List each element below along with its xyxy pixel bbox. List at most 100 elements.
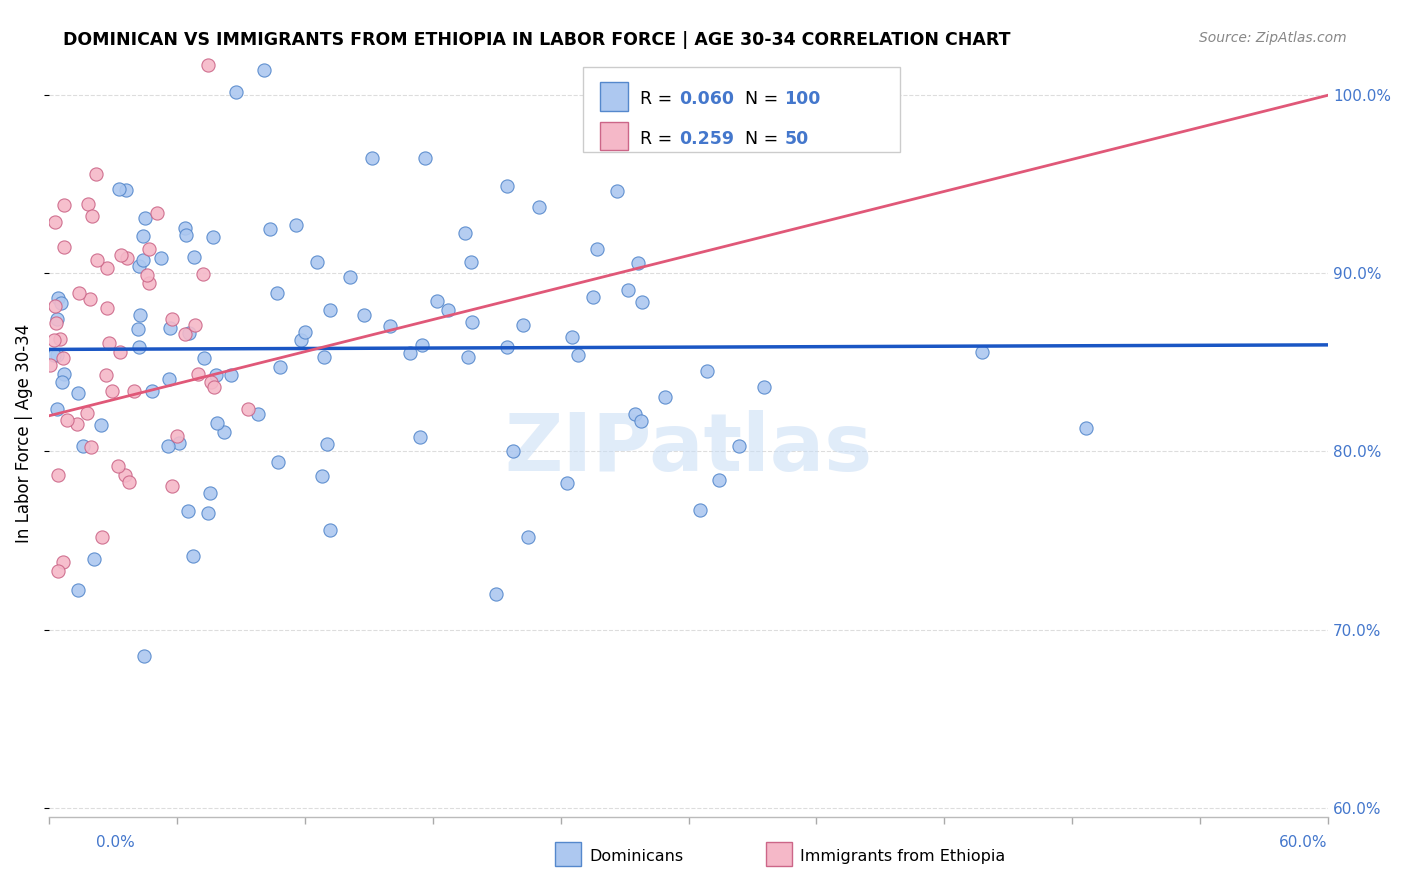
Point (45, 348, 67, 362)
Point (79, 292, 101, 306)
Point (86, 167, 108, 181)
Point (696, 364, 718, 378)
Point (53, 367, 76, 381)
Point (160, 479, 183, 493)
Point (52, 555, 75, 569)
Point (253, 63, 276, 78)
Y-axis label: In Labor Force | Age 30-34: In Labor Force | Age 30-34 (15, 324, 32, 543)
Point (361, 151, 384, 165)
Point (177, 326, 200, 340)
Point (174, 228, 197, 243)
Text: N =: N = (745, 90, 785, 108)
Point (80, 440, 103, 454)
Point (136, 268, 159, 283)
Point (44, 299, 66, 313)
Point (193, 351, 215, 365)
Point (630, 414, 652, 428)
Point (44, 348, 66, 362)
Point (72, 439, 94, 453)
Point (198, 485, 221, 500)
Point (727, 439, 749, 453)
Point (66, 583, 89, 598)
Point (49, 295, 72, 310)
Text: 0.060: 0.060 (679, 90, 734, 108)
Text: 50: 50 (785, 130, 808, 148)
Point (205, 417, 228, 431)
Point (457, 350, 479, 364)
Point (319, 523, 342, 537)
Point (183, 250, 205, 264)
Point (502, 444, 524, 458)
Point (707, 473, 730, 487)
Point (436, 303, 458, 318)
Point (46, 467, 69, 482)
Point (970, 344, 993, 359)
Point (654, 390, 676, 404)
Point (212, 425, 235, 440)
Point (205, 368, 228, 382)
Point (46, 291, 69, 305)
Text: Immigrants from Ethiopia: Immigrants from Ethiopia (800, 849, 1005, 863)
Point (115, 183, 138, 197)
Point (219, 368, 242, 382)
Point (339, 270, 361, 285)
Text: 100: 100 (785, 90, 821, 108)
Point (98, 336, 121, 351)
Point (67, 285, 90, 300)
Point (107, 458, 129, 473)
Point (201, 230, 224, 244)
Point (627, 256, 650, 270)
Text: ZIPatlas: ZIPatlas (505, 410, 873, 488)
Point (56, 413, 79, 427)
Point (689, 503, 711, 517)
Point (752, 380, 775, 394)
Point (166, 429, 188, 443)
Point (1076, 421, 1098, 435)
Point (42, 333, 65, 347)
Point (316, 436, 339, 450)
Point (80, 209, 103, 223)
Point (585, 243, 607, 257)
Point (606, 185, 628, 199)
Point (45, 312, 67, 326)
Point (181, 549, 204, 563)
Point (617, 283, 640, 297)
Point (66, 417, 89, 431)
Point (46, 401, 69, 416)
Point (108, 345, 131, 359)
Point (122, 384, 145, 398)
Point (561, 330, 583, 344)
Point (200, 375, 222, 389)
Point (96, 301, 118, 315)
Point (49, 333, 72, 347)
Point (319, 303, 342, 318)
Point (426, 294, 449, 309)
Point (238, 401, 260, 416)
Point (114, 468, 136, 483)
Point (461, 315, 484, 329)
Point (110, 248, 132, 262)
Text: N =: N = (745, 130, 785, 148)
Point (312, 350, 335, 364)
Point (266, 455, 288, 469)
Point (631, 295, 654, 310)
Point (174, 221, 197, 235)
Point (132, 649, 155, 664)
Point (76, 406, 98, 420)
Point (225, 85, 247, 99)
Point (159, 320, 181, 334)
Text: Source: ZipAtlas.com: Source: ZipAtlas.com (1199, 31, 1347, 45)
Point (294, 325, 316, 339)
Point (290, 333, 312, 347)
Point (311, 468, 333, 483)
Point (44, 215, 66, 229)
Point (177, 504, 200, 518)
Point (38, 358, 60, 372)
Point (115, 251, 138, 265)
Point (128, 259, 150, 273)
Point (132, 228, 155, 243)
Point (202, 380, 225, 394)
Point (156, 439, 179, 453)
Point (269, 359, 291, 374)
Point (453, 227, 475, 241)
